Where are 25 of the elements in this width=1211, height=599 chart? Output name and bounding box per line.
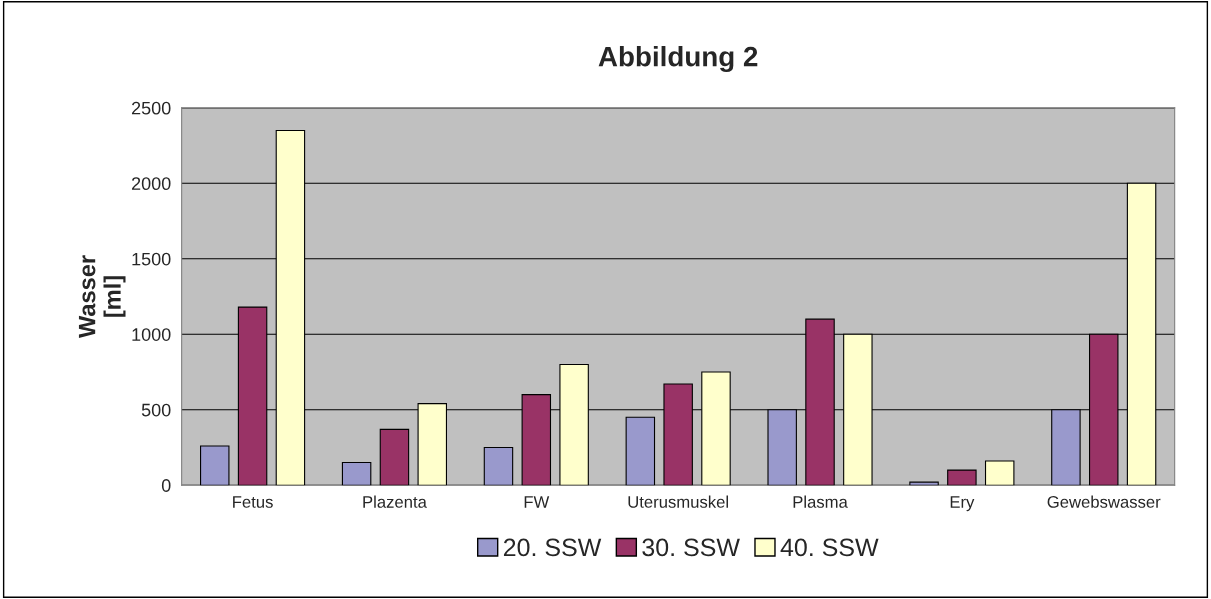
bar [379,428,410,486]
bar [984,460,1015,486]
bar [947,469,977,486]
x-tick-label: Plasma [793,495,848,508]
x-tick-label: FW [524,496,550,508]
bar [625,416,656,486]
y-tick-label: 1500 [132,252,171,266]
x-tick-label: Ery [950,496,975,512]
y-tick-label: 500 [141,403,171,417]
x-tick-label: Plazenta [363,495,427,508]
y-tick-label: 2000 [131,177,171,191]
y-tick-label: 0 [161,479,171,492]
x-tick-label: Uterusmuskel [628,495,728,508]
legend-label: 30. SSW [642,538,740,557]
legend-label: 20. SSW [503,538,602,557]
legend-label: 40. SSW [780,538,879,557]
x-tick-label: Gewebswasser [1047,495,1161,508]
y-tick-label: 2500 [131,101,171,115]
y-axis-title: Wasser [ml] [78,255,126,339]
bar [200,445,230,486]
x-tick-label: Fetus [233,496,273,508]
chart-title: Abbildung 2 [598,46,758,73]
bar [341,461,372,486]
bar [483,446,514,486]
y-tick-label: 1000 [132,328,171,341]
